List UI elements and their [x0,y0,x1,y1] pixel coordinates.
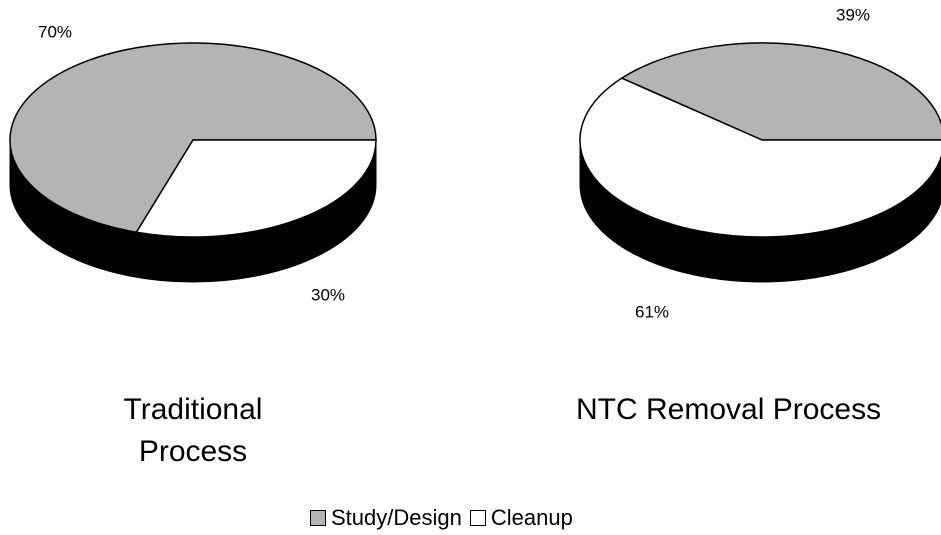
legend-swatch [469,510,486,526]
data-label: 39% [836,5,870,24]
data-label: 30% [311,285,345,304]
pie-slice [9,42,377,234]
legend-label: Cleanup [490,505,573,530]
data-label: 70% [38,22,72,41]
legend-label: Study/Design [331,505,462,530]
chart-title: NTC Removal Process [576,393,882,426]
pie-slice [579,77,941,238]
chart-title: Traditional Process [123,393,263,468]
data-label: 61% [635,302,669,321]
pie-slice [135,139,377,238]
legend-swatch [310,510,326,526]
pie-slice [620,42,941,141]
legend: Study/Design Cleanup [310,505,581,531]
